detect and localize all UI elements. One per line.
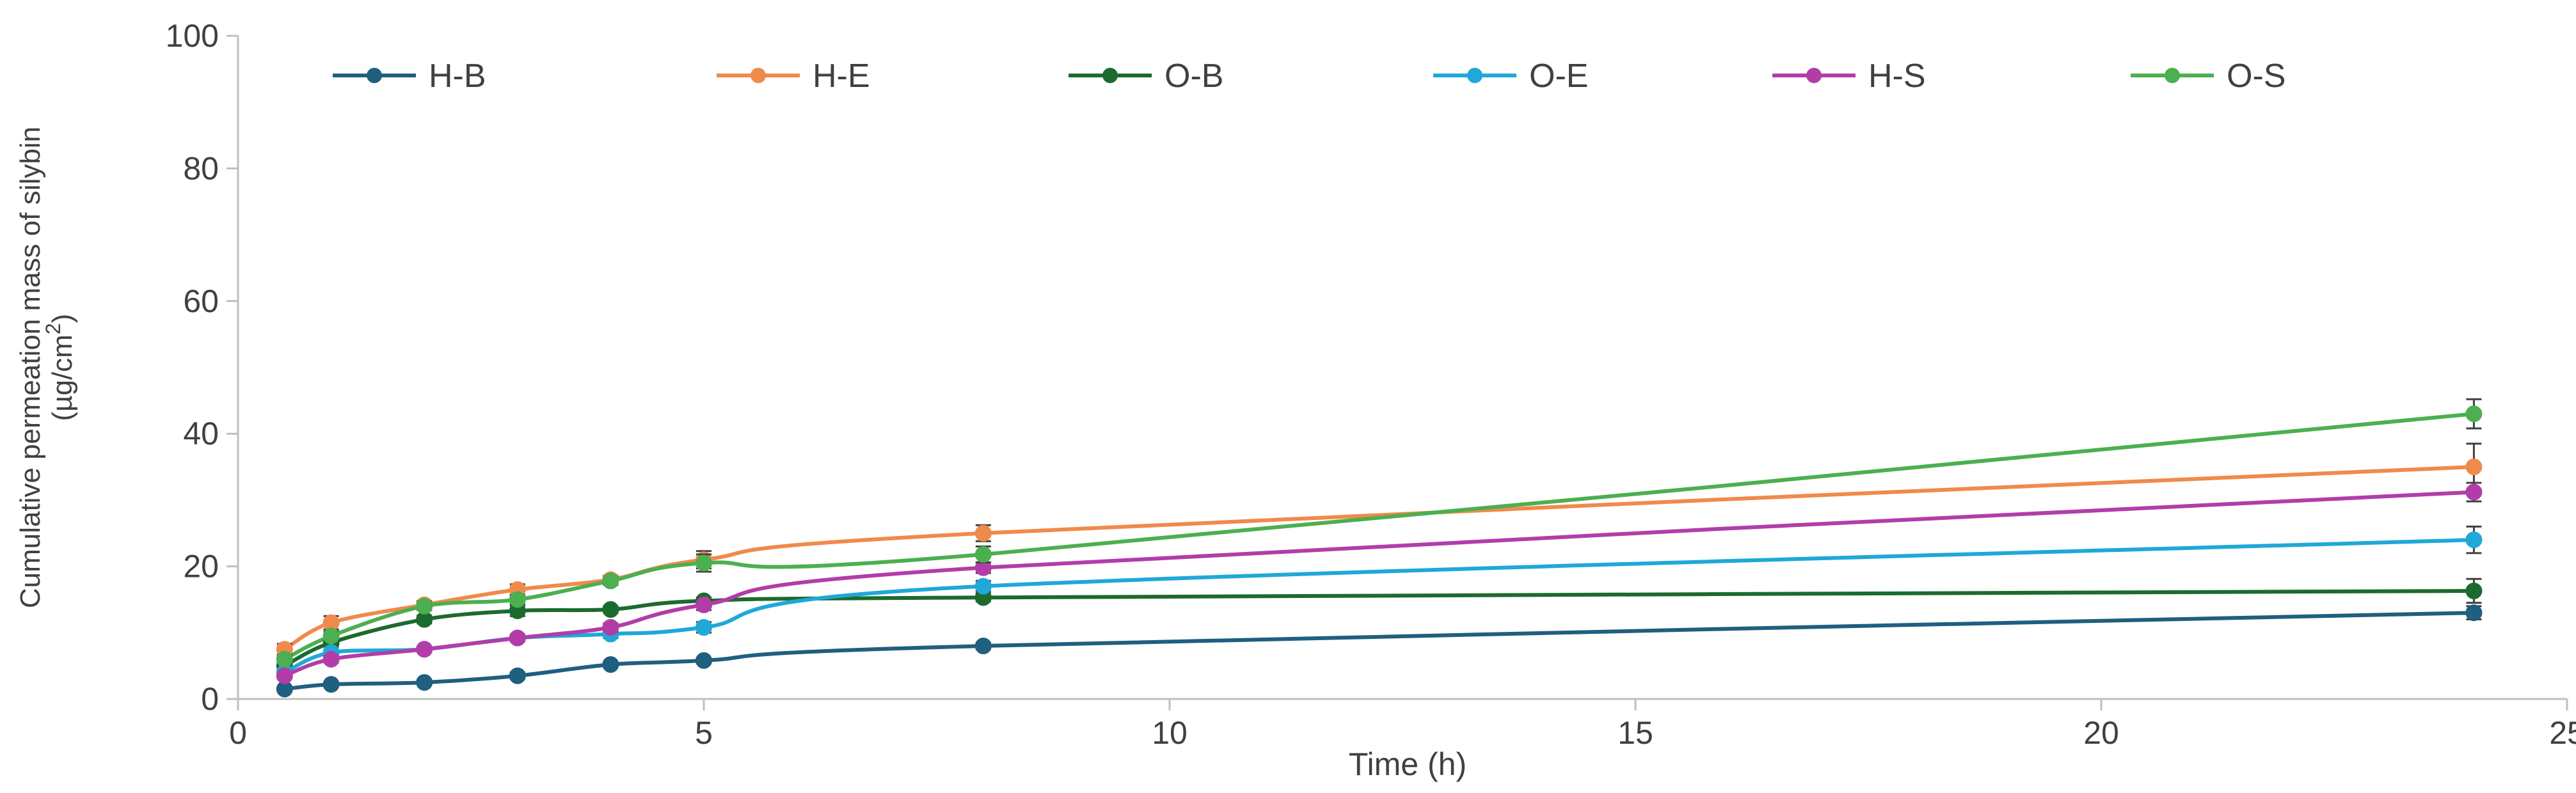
x-tick-label: 0 bbox=[229, 715, 247, 751]
legend-swatch-marker bbox=[1102, 68, 1118, 83]
data-point-h-e bbox=[2465, 459, 2483, 476]
legend-item-h-s: H-S bbox=[1772, 58, 1926, 95]
data-point-h-b bbox=[602, 656, 619, 673]
data-point-o-b bbox=[602, 601, 619, 618]
y-tick-label: 60 bbox=[183, 283, 219, 319]
x-axis-title: Time (h) bbox=[1349, 746, 1467, 782]
data-point-o-s bbox=[2465, 405, 2483, 423]
data-point-o-e bbox=[2465, 531, 2483, 549]
axes bbox=[237, 36, 2567, 700]
x-tick-label: 5 bbox=[695, 715, 713, 751]
data-point-h-s bbox=[2465, 483, 2483, 501]
legend-item-h-b: H-B bbox=[333, 58, 486, 95]
legend-item-h-e: H-E bbox=[717, 58, 870, 95]
y-tick-label: 40 bbox=[183, 416, 219, 451]
data-point-o-s bbox=[416, 597, 433, 615]
data-point-o-s bbox=[602, 572, 619, 590]
data-point-o-s bbox=[696, 554, 712, 572]
legend-label: H-S bbox=[1868, 58, 1926, 95]
data-point-o-s bbox=[276, 650, 293, 668]
series-layer bbox=[276, 398, 2483, 698]
y-tick-label: 0 bbox=[201, 681, 219, 717]
y-axis-unit-prefix: (µg/cm bbox=[47, 334, 78, 421]
data-point-h-b bbox=[416, 674, 433, 691]
x-tick-label: 20 bbox=[2083, 715, 2119, 751]
x-tick-label: 15 bbox=[1618, 715, 1653, 751]
x-tick-label: 25 bbox=[2549, 715, 2576, 751]
legend-label: H-B bbox=[429, 58, 486, 95]
y-tick-label: 100 bbox=[166, 18, 219, 54]
data-point-h-s bbox=[416, 641, 433, 658]
y-tick-label: 20 bbox=[183, 549, 219, 585]
x-tick-label: 10 bbox=[1152, 715, 1188, 751]
legend-label: O-S bbox=[2227, 58, 2286, 95]
data-point-o-s bbox=[974, 546, 992, 563]
data-point-h-s bbox=[509, 629, 526, 647]
data-point-o-b bbox=[2465, 582, 2483, 599]
data-point-h-b bbox=[696, 652, 712, 669]
x-tick-labels: 0 5 10 15 20 25 bbox=[229, 699, 2576, 751]
data-point-h-b bbox=[974, 638, 992, 655]
data-point-o-s bbox=[509, 591, 526, 608]
y-tick-labels: 0 20 40 60 80 100 bbox=[166, 18, 238, 717]
legend-item-o-s: O-S bbox=[2131, 58, 2286, 95]
data-point-o-s bbox=[322, 627, 340, 645]
legend-swatch-marker bbox=[1467, 68, 1483, 83]
data-point-h-b bbox=[2465, 604, 2483, 622]
data-point-o-e bbox=[974, 577, 992, 595]
y-tick-label: 80 bbox=[183, 150, 219, 186]
data-point-h-s bbox=[276, 667, 293, 684]
legend-swatch-marker bbox=[751, 68, 766, 83]
series-o-s bbox=[276, 398, 2483, 668]
legend-swatch-marker bbox=[2165, 68, 2180, 83]
legend-label: H-E bbox=[813, 58, 870, 95]
data-point-h-s bbox=[696, 596, 712, 613]
data-point-h-s bbox=[602, 619, 619, 636]
legend-label: O-E bbox=[1529, 58, 1588, 95]
data-point-h-b bbox=[322, 676, 340, 693]
y-axis-unit-suffix: ) bbox=[47, 314, 78, 324]
legend: H-B H-E O-B O-E H-S O-S bbox=[333, 58, 2286, 95]
legend-label: O-B bbox=[1165, 58, 1223, 95]
data-point-o-e bbox=[696, 619, 712, 636]
data-point-h-e bbox=[974, 524, 992, 542]
series-h-b bbox=[276, 604, 2483, 698]
legend-swatch-marker bbox=[1806, 68, 1822, 83]
data-point-h-b bbox=[509, 667, 526, 684]
legend-item-o-b: O-B bbox=[1069, 58, 1223, 95]
series-h-s bbox=[276, 482, 2483, 684]
y-axis-title-line2: (µg/cm2) bbox=[42, 314, 78, 421]
legend-item-o-e: O-E bbox=[1433, 58, 1588, 95]
y-axis-title-line1: Cumulative permeation mass of silybin bbox=[15, 127, 46, 608]
legend-swatch-marker bbox=[367, 68, 382, 83]
y-axis-title: Cumulative permeation mass of silybin (µ… bbox=[15, 127, 78, 608]
data-point-h-s bbox=[322, 650, 340, 668]
y-axis-unit-superscript: 2 bbox=[42, 323, 65, 334]
